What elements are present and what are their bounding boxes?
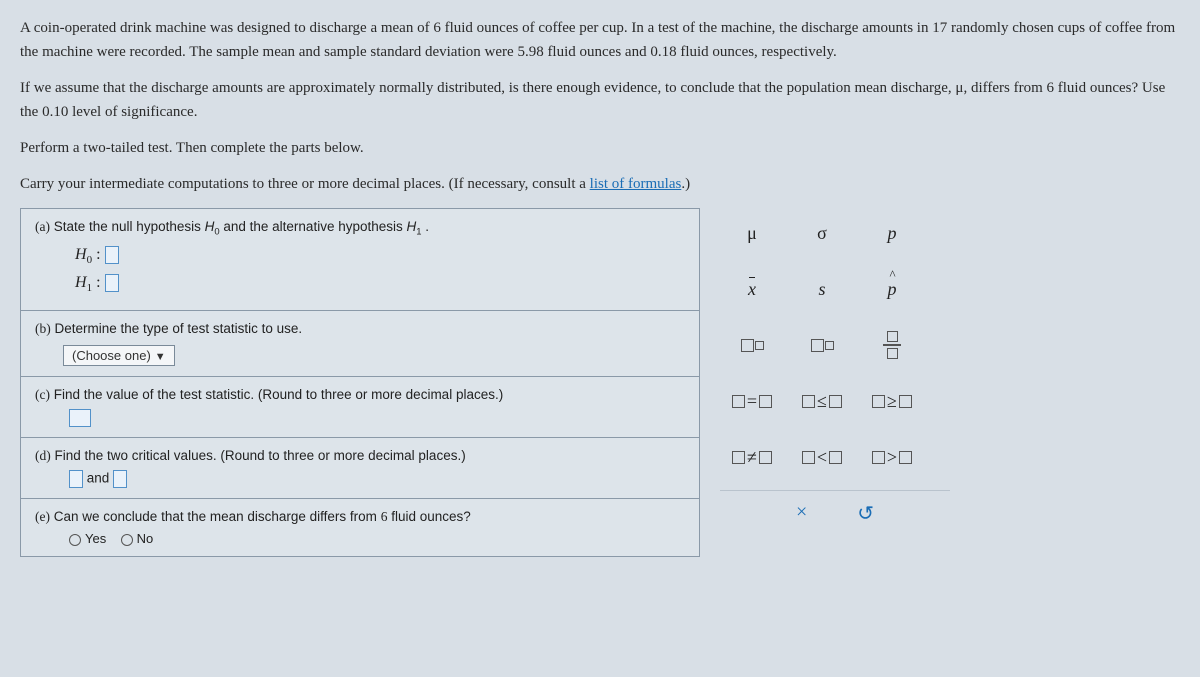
part-c: (c) Find the value of the test statistic… [21, 376, 699, 437]
parts-panel: (a) State the null hypothesis H0 and the… [20, 208, 700, 557]
and-text: and [87, 471, 113, 486]
part-label: (d) [35, 448, 51, 463]
ge-button[interactable]: ≥ [860, 376, 924, 426]
yes-radio[interactable] [69, 534, 81, 546]
text: fluid ounces of coffee per cup. In a tes… [441, 20, 932, 36]
part-label: (b) [35, 321, 51, 336]
n-value: 17 [932, 20, 947, 36]
xbar-button[interactable]: x [720, 264, 784, 314]
yes-label: Yes [85, 531, 106, 546]
no-label: No [137, 531, 154, 546]
h1-sym: H [407, 219, 417, 234]
symbol-palette: μ σ p x s p = ≤ ≥ ≠ < > × ↺ [720, 208, 950, 536]
mu-button[interactable]: μ [720, 208, 784, 258]
part-label: (e) [35, 509, 50, 524]
part-b: (b) Determine the type of test statistic… [21, 310, 699, 376]
text: and the alternative hypothesis [223, 219, 406, 234]
subscript-button[interactable] [790, 320, 854, 370]
part-label: (a) [35, 219, 50, 234]
part-e: (e) Can we conclude that the mean discha… [21, 498, 699, 556]
sd-value: 0.18 [650, 44, 676, 60]
test-type-dropdown[interactable]: (Choose one)▼ [63, 345, 175, 366]
text: fluid ounces? [387, 509, 470, 524]
text: Determine the type of test statistic to … [55, 321, 303, 336]
superscript-button[interactable] [720, 320, 784, 370]
s-button[interactable]: s [790, 264, 854, 314]
h1-input[interactable] [105, 274, 119, 292]
chevron-down-icon: ▼ [155, 351, 166, 363]
diff-value: 6 [1047, 80, 1055, 96]
le-button[interactable]: ≤ [790, 376, 854, 426]
clear-button[interactable]: × [796, 501, 807, 526]
text: Find the value of the test statistic. (R… [54, 387, 503, 402]
p-button[interactable]: p [860, 208, 924, 258]
reset-button[interactable]: ↺ [857, 501, 874, 526]
gt-button[interactable]: > [860, 432, 924, 482]
text: .) [681, 176, 690, 192]
h1-row: H1 : [75, 274, 685, 294]
text: fluid ounces and [544, 44, 651, 60]
text: . [422, 219, 430, 234]
text: Can we conclude that the mean discharge … [54, 509, 381, 524]
fraction-button[interactable] [860, 320, 924, 370]
crit2-input[interactable] [113, 470, 127, 488]
lt-button[interactable]: < [790, 432, 854, 482]
text: level of significance. [68, 104, 197, 120]
ne-button[interactable]: ≠ [720, 432, 784, 482]
part-label: (c) [35, 387, 50, 402]
phat-button[interactable]: p [860, 264, 924, 314]
sigma-button[interactable]: σ [790, 208, 854, 258]
mean-value: 6 [433, 20, 441, 36]
crit1-input[interactable] [69, 470, 83, 488]
part-a: (a) State the null hypothesis H0 and the… [21, 209, 699, 310]
text: , differs from [963, 80, 1046, 96]
xbar-value: 5.98 [517, 44, 543, 60]
formulas-link[interactable]: list of formulas [590, 176, 682, 192]
equals-button[interactable]: = [720, 376, 784, 426]
part-d: (d) Find the two critical values. (Round… [21, 437, 699, 498]
text: Find the two critical values. (Round to … [55, 448, 466, 463]
text: Carry your intermediate computations to … [20, 176, 590, 192]
no-radio[interactable] [121, 534, 133, 546]
test-stat-input[interactable] [69, 409, 91, 427]
text: If we assume that the discharge amounts … [20, 80, 955, 96]
text: fluid ounces, respectively. [677, 44, 837, 60]
problem-statement: A coin-operated drink machine was design… [20, 16, 1180, 196]
alpha-value: 0.10 [42, 104, 68, 120]
text: A coin-operated drink machine was design… [20, 20, 433, 36]
h0-row: H0 : [75, 246, 685, 266]
text: Perform a two-tailed test. Then complete… [20, 136, 1180, 160]
h0-input[interactable] [105, 246, 119, 264]
h0-sub: 0 [214, 227, 219, 238]
h0-sym: H [205, 219, 215, 234]
text: State the null hypothesis [54, 219, 205, 234]
